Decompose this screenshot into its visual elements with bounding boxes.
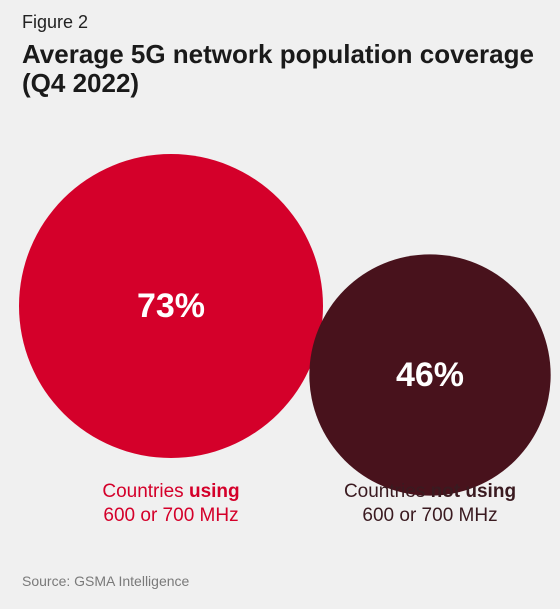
chart-title: Average 5G network population coverage (… xyxy=(22,39,534,98)
category-label-line2: 600 or 700 MHz xyxy=(362,505,498,526)
bubble-value-label: 73% xyxy=(137,287,205,325)
bubble-not-using xyxy=(309,254,551,496)
category-label-prefix: Countries xyxy=(102,481,189,502)
category-label-emphasis: not using xyxy=(430,481,517,502)
category-label-using: Countries using 600 or 700 MHz xyxy=(30,480,312,528)
category-label-not-using: Countries not using 600 or 700 MHz xyxy=(320,480,540,528)
bubble-value-label: 46% xyxy=(396,356,464,394)
bubble-using xyxy=(19,154,323,458)
category-label-prefix: Countries xyxy=(343,481,431,502)
category-label-line2: 600 or 700 MHz xyxy=(103,505,239,526)
source-note: Source: GSMA Intelligence xyxy=(22,573,190,589)
figure-label: Figure 2 xyxy=(22,12,89,32)
category-label-emphasis: using xyxy=(188,481,240,502)
